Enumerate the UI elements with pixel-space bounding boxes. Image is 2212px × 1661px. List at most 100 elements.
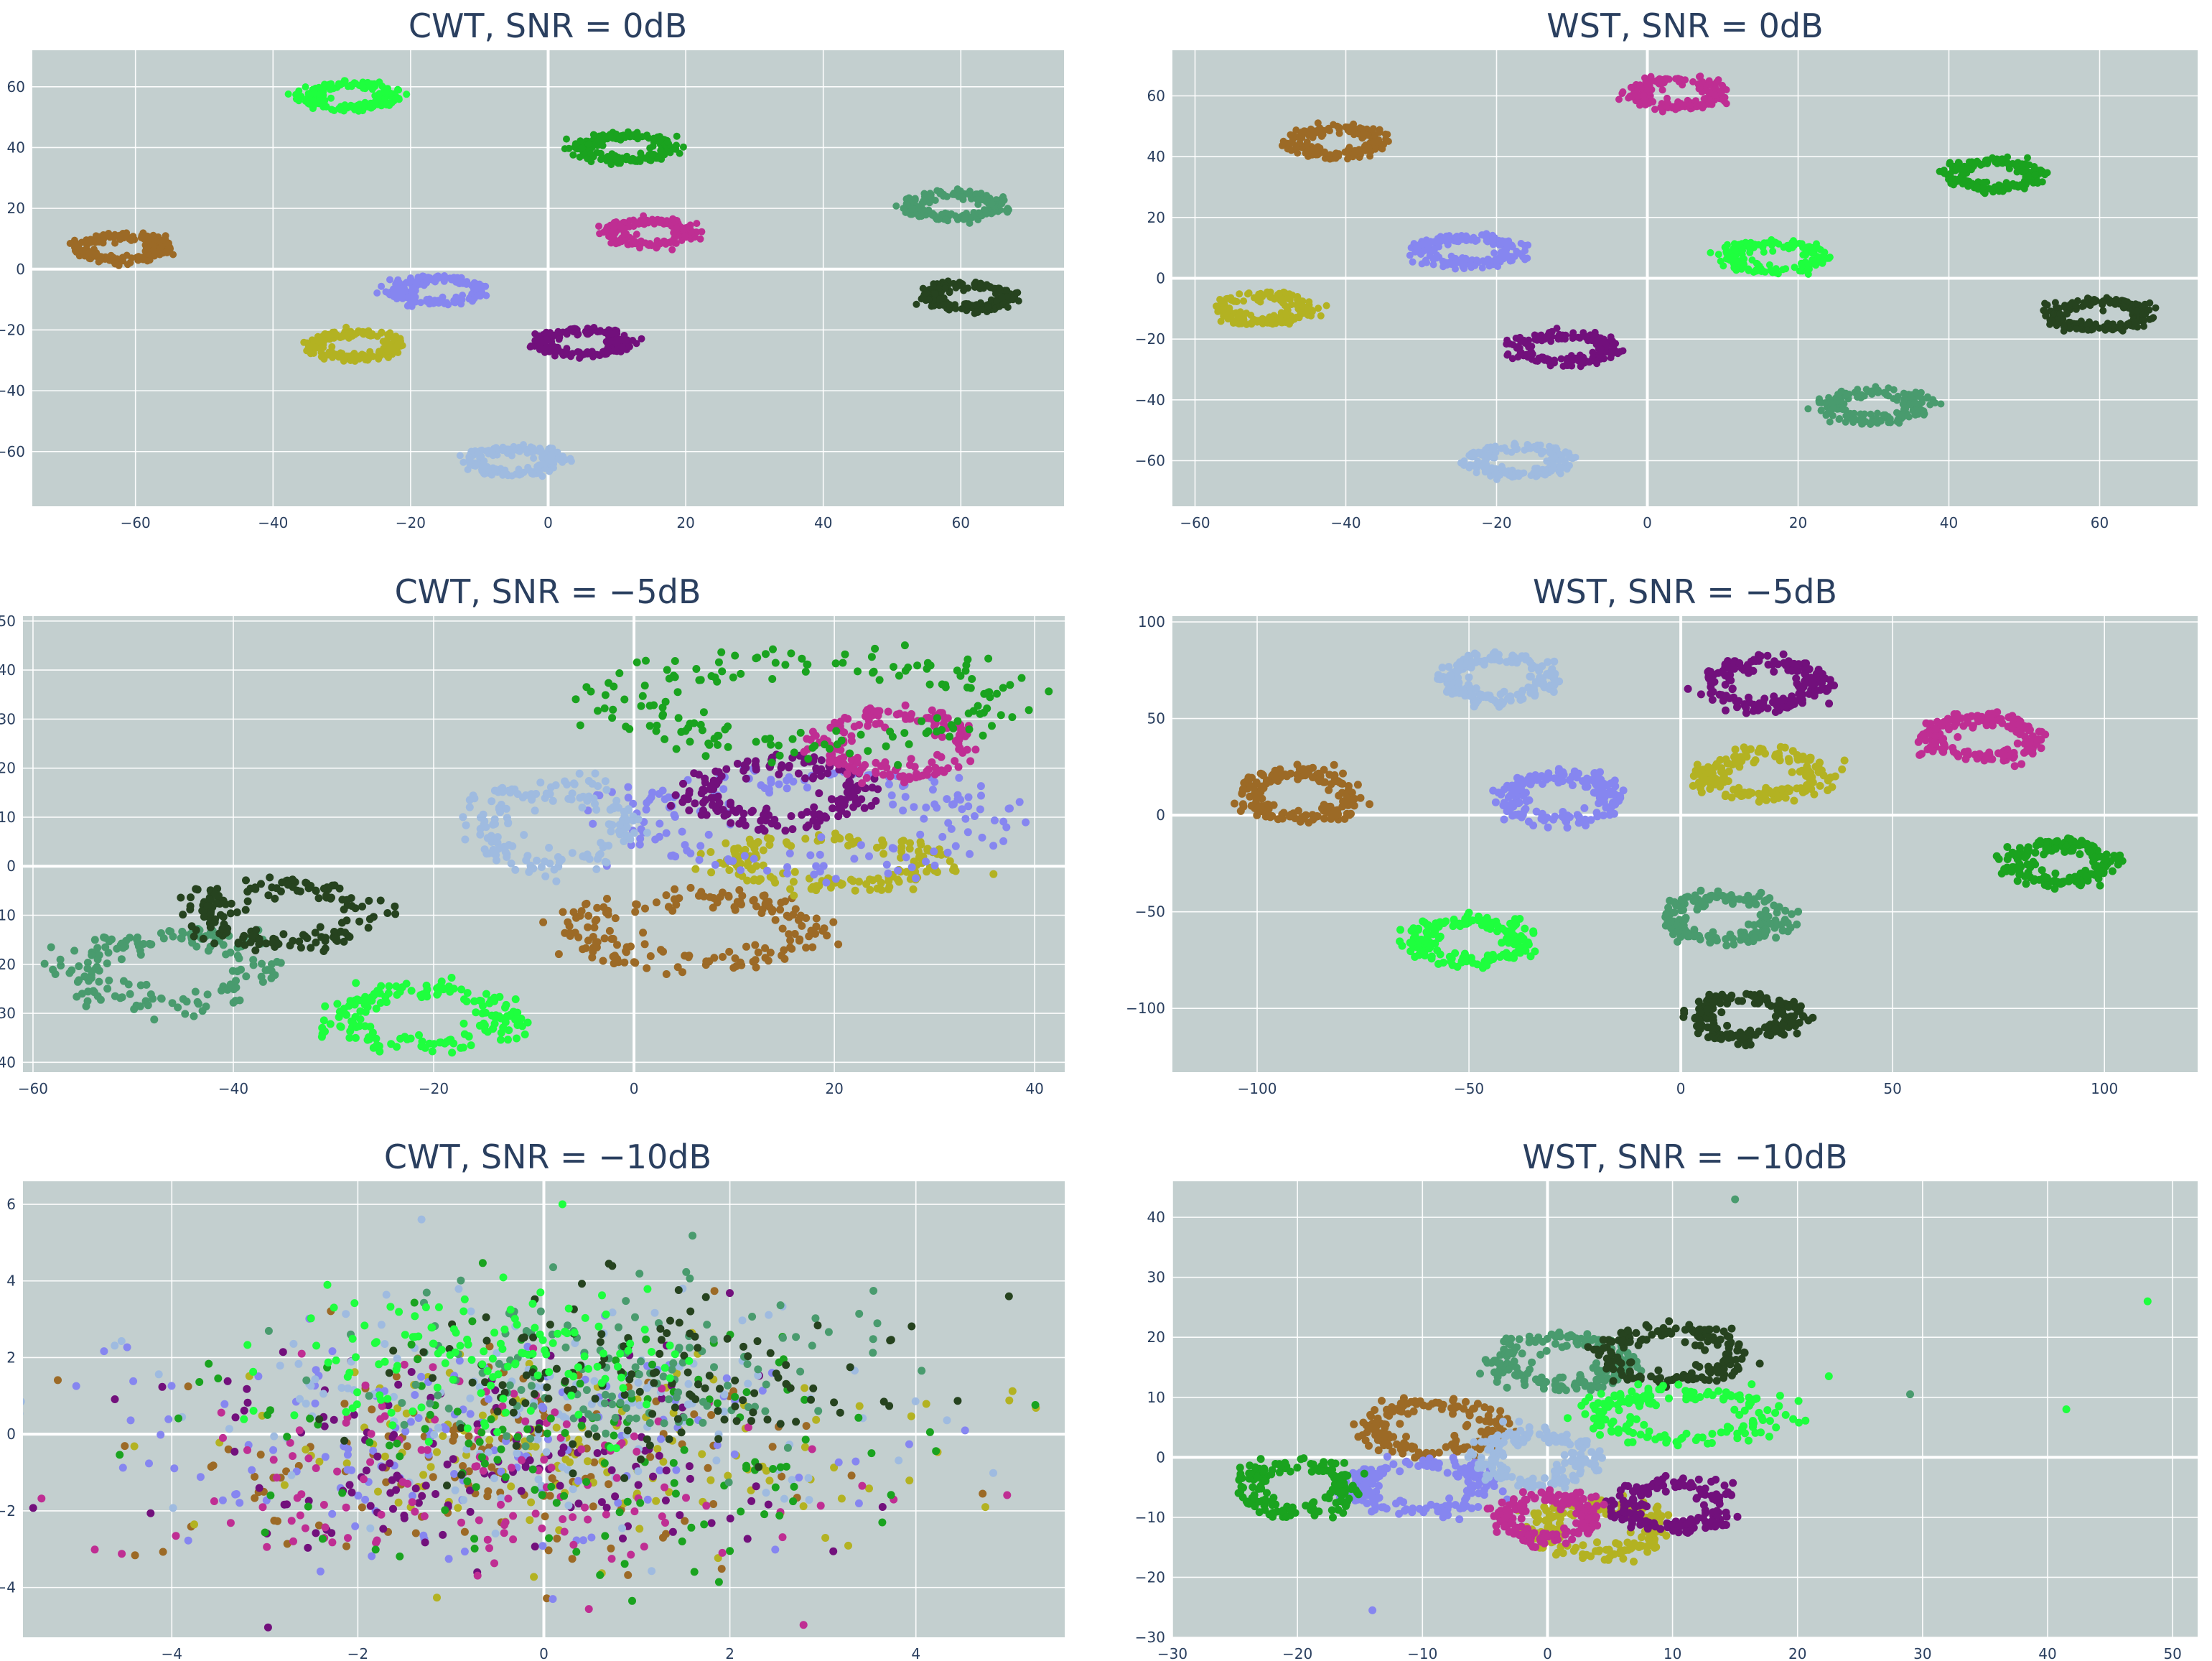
data-point bbox=[1585, 358, 1593, 366]
data-point bbox=[626, 835, 635, 844]
data-point bbox=[796, 728, 805, 737]
data-point bbox=[2092, 320, 2099, 328]
data-point bbox=[737, 669, 745, 678]
data-point bbox=[1008, 713, 1017, 722]
data-point bbox=[1467, 261, 1474, 268]
data-point bbox=[841, 714, 849, 722]
data-point bbox=[1674, 98, 1682, 106]
data-point bbox=[527, 443, 535, 451]
data-point bbox=[930, 800, 939, 809]
data-point bbox=[434, 297, 442, 304]
data-point bbox=[1664, 99, 1671, 107]
data-point bbox=[925, 295, 933, 303]
data-point bbox=[1578, 357, 1586, 365]
data-point bbox=[527, 790, 536, 799]
data-point bbox=[589, 353, 597, 360]
data-point bbox=[587, 687, 595, 696]
data-point bbox=[942, 215, 950, 223]
x-tick-label: 0 bbox=[543, 514, 553, 531]
data-point bbox=[943, 764, 952, 773]
data-point bbox=[1473, 236, 1481, 244]
data-point bbox=[803, 808, 811, 816]
data-point bbox=[1837, 388, 1845, 396]
data-point bbox=[300, 338, 308, 346]
data-point bbox=[320, 337, 328, 345]
data-point bbox=[1641, 74, 1648, 82]
data-point bbox=[320, 355, 328, 363]
data-point bbox=[554, 950, 563, 959]
data-point bbox=[600, 934, 609, 943]
data-point bbox=[743, 757, 752, 766]
y-tick-label: −20 bbox=[0, 956, 16, 973]
data-point bbox=[976, 782, 985, 791]
data-point bbox=[549, 796, 557, 805]
x-tick-label: 40 bbox=[1940, 514, 1958, 531]
data-point bbox=[700, 892, 708, 901]
data-point bbox=[854, 667, 862, 676]
data-point bbox=[550, 865, 559, 874]
data-point bbox=[658, 712, 667, 720]
data-point bbox=[691, 799, 699, 808]
data-point bbox=[671, 791, 680, 799]
data-point bbox=[1485, 262, 1493, 270]
data-point bbox=[787, 649, 795, 658]
data-point bbox=[1981, 190, 1989, 197]
data-point bbox=[459, 813, 467, 822]
data-point bbox=[645, 722, 654, 730]
data-point bbox=[1350, 124, 1358, 132]
data-point bbox=[1610, 343, 1618, 351]
data-point bbox=[2053, 303, 2060, 311]
data-point bbox=[378, 328, 386, 336]
data-point bbox=[2015, 182, 2022, 190]
data-point bbox=[629, 337, 637, 344]
data-point bbox=[1731, 246, 1739, 253]
data-point bbox=[1597, 353, 1605, 360]
data-point bbox=[537, 863, 546, 871]
data-point bbox=[1955, 159, 1963, 167]
y-tick-label: 40 bbox=[7, 139, 25, 156]
data-point bbox=[1259, 293, 1266, 301]
data-point bbox=[1694, 80, 1702, 88]
data-point bbox=[1857, 410, 1865, 418]
data-point bbox=[589, 794, 598, 803]
data-point bbox=[769, 645, 777, 653]
data-point bbox=[476, 830, 485, 839]
data-point bbox=[496, 808, 505, 816]
data-point bbox=[85, 249, 93, 257]
data-point bbox=[643, 829, 651, 837]
data-point bbox=[768, 675, 777, 683]
data-point bbox=[951, 842, 960, 850]
data-point bbox=[633, 658, 641, 666]
data-point bbox=[785, 773, 793, 781]
data-point bbox=[802, 914, 811, 922]
data-point bbox=[899, 772, 907, 781]
data-point bbox=[658, 703, 667, 712]
y-tick-label: −60 bbox=[1135, 452, 1165, 470]
data-point bbox=[965, 190, 973, 198]
data-point bbox=[169, 251, 177, 259]
data-point bbox=[2099, 307, 2107, 315]
data-point bbox=[810, 803, 818, 811]
data-point bbox=[1689, 78, 1697, 85]
data-point bbox=[873, 884, 882, 893]
data-point bbox=[780, 946, 788, 954]
y-tick-label: −10 bbox=[0, 907, 16, 924]
data-point bbox=[727, 819, 735, 827]
data-point bbox=[956, 671, 965, 680]
data-point bbox=[748, 865, 756, 874]
data-point bbox=[663, 138, 671, 146]
data-point bbox=[426, 295, 434, 303]
data-point bbox=[673, 688, 682, 697]
data-point bbox=[1592, 340, 1600, 348]
data-point bbox=[977, 791, 985, 800]
data-point bbox=[304, 343, 312, 351]
data-point bbox=[1361, 146, 1369, 154]
data-point bbox=[882, 742, 890, 750]
data-point bbox=[1929, 396, 1937, 404]
data-point bbox=[871, 644, 879, 653]
data-point bbox=[533, 856, 541, 865]
data-point bbox=[871, 707, 879, 716]
data-point bbox=[766, 834, 775, 843]
data-point bbox=[747, 808, 756, 816]
data-point bbox=[672, 745, 681, 753]
